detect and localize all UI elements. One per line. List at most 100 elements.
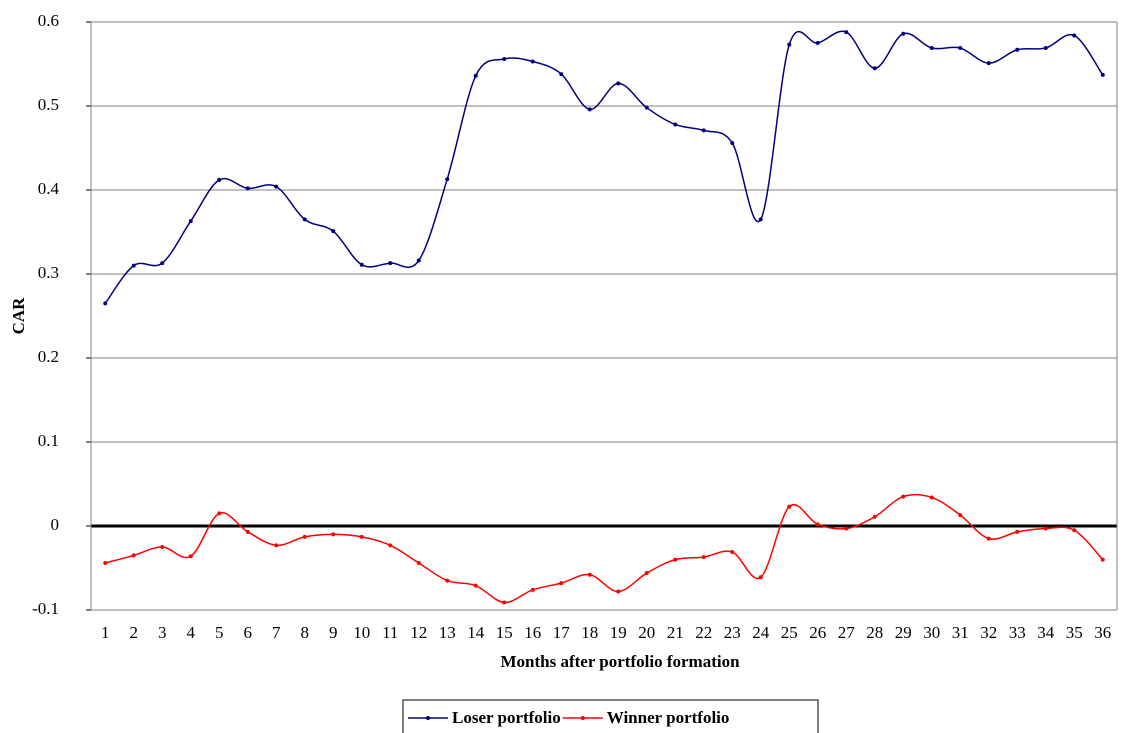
point-marker [245, 529, 250, 534]
point-marker [587, 572, 592, 577]
x-tick-label: 25 [781, 623, 798, 642]
point-marker [331, 229, 336, 234]
point-marker [416, 560, 421, 565]
x-tick-label: 4 [187, 623, 196, 642]
point-marker [160, 545, 165, 549]
x-tick-label: 33 [1009, 623, 1026, 642]
x-tick-label: 29 [895, 623, 912, 642]
point-marker [502, 600, 507, 605]
point-marker [986, 61, 991, 66]
x-tick-label: 19 [610, 623, 627, 642]
point-marker [673, 122, 678, 127]
point-marker [502, 56, 507, 61]
y-tick-label: 0.5 [38, 95, 59, 114]
point-marker [530, 587, 535, 592]
x-tick-label: 8 [301, 623, 310, 642]
point-marker [188, 554, 193, 559]
series-line [104, 30, 1104, 304]
y-axis-label: CAR [9, 297, 28, 335]
x-tick-label: 15 [496, 623, 513, 642]
point-marker [644, 571, 649, 576]
y-tick-label: 0.3 [38, 263, 59, 282]
x-tick-label: 6 [244, 623, 253, 642]
point-marker [160, 261, 165, 266]
x-tick-label: 34 [1037, 623, 1055, 642]
x-tick-label: 1 [101, 623, 110, 642]
point-marker [929, 495, 934, 500]
point-marker [901, 494, 906, 499]
legend-box [402, 699, 819, 733]
y-tick-label: 0 [51, 515, 60, 534]
x-tick-label: 2 [130, 623, 139, 642]
x-tick-label: 20 [638, 623, 655, 642]
series-line [105, 493, 1104, 604]
point-marker [359, 534, 364, 539]
point-marker [616, 589, 621, 594]
point-marker [815, 522, 820, 527]
y-tick-label: 0.2 [38, 347, 59, 366]
legend-marker [426, 716, 430, 720]
point-marker [388, 261, 393, 266]
point-marker [1072, 33, 1077, 38]
point-marker [217, 511, 222, 516]
x-tick-label: 14 [467, 623, 485, 642]
point-marker [388, 543, 393, 548]
point-marker [872, 514, 877, 519]
point-marker [958, 46, 963, 51]
legend-marker [580, 716, 585, 720]
x-axis-label: Months after portfolio formation [500, 652, 740, 671]
x-tick-label: 26 [809, 623, 826, 642]
x-tick-label: 11 [382, 623, 398, 642]
point-marker [274, 184, 279, 189]
x-tick-label: 23 [724, 623, 741, 642]
point-marker [1100, 557, 1105, 562]
x-tick-label: 30 [923, 623, 940, 642]
point-marker [359, 262, 364, 267]
point-marker [872, 66, 877, 71]
x-tick-label: 21 [667, 623, 684, 642]
x-tick-label: 18 [581, 623, 598, 642]
point-marker [1043, 46, 1048, 51]
point-marker [131, 263, 136, 268]
point-marker [815, 41, 820, 45]
point-marker [473, 73, 478, 78]
point-marker [445, 177, 450, 182]
point-marker [616, 81, 621, 86]
x-tick-label: 5 [215, 623, 224, 642]
point-marker [103, 560, 108, 565]
point-marker [787, 42, 792, 47]
x-tick-label: 13 [439, 623, 456, 642]
x-tick-label: 22 [695, 623, 712, 642]
point-marker [445, 578, 450, 583]
point-marker [901, 31, 906, 36]
point-marker [1015, 529, 1020, 534]
x-tick-label: 27 [838, 623, 856, 642]
point-marker [217, 177, 222, 182]
point-marker [302, 217, 307, 222]
point-marker [644, 105, 649, 110]
y-tick-label: 0.1 [38, 431, 59, 450]
x-tick-label: 9 [329, 623, 338, 642]
x-tick-label: 24 [752, 623, 770, 642]
point-marker [473, 583, 478, 588]
point-marker [787, 504, 792, 509]
point-marker [758, 575, 763, 580]
point-marker [188, 219, 193, 224]
point-marker [1100, 72, 1105, 77]
point-marker [331, 532, 336, 537]
legend-label: Winner portfolio [607, 708, 730, 727]
point-marker [701, 128, 706, 133]
point-marker [559, 581, 564, 586]
x-tick-label: 12 [410, 623, 427, 642]
x-tick-label: 28 [866, 623, 883, 642]
point-marker [986, 536, 991, 541]
y-tick-label: 0.4 [38, 179, 60, 198]
legend-label: Loser portfolio [452, 708, 561, 727]
point-marker [730, 550, 735, 555]
x-tick-label: 36 [1094, 623, 1111, 642]
point-marker [302, 534, 307, 539]
x-tick-label: 7 [272, 623, 281, 642]
point-marker [1072, 528, 1077, 533]
point-marker [587, 107, 592, 112]
